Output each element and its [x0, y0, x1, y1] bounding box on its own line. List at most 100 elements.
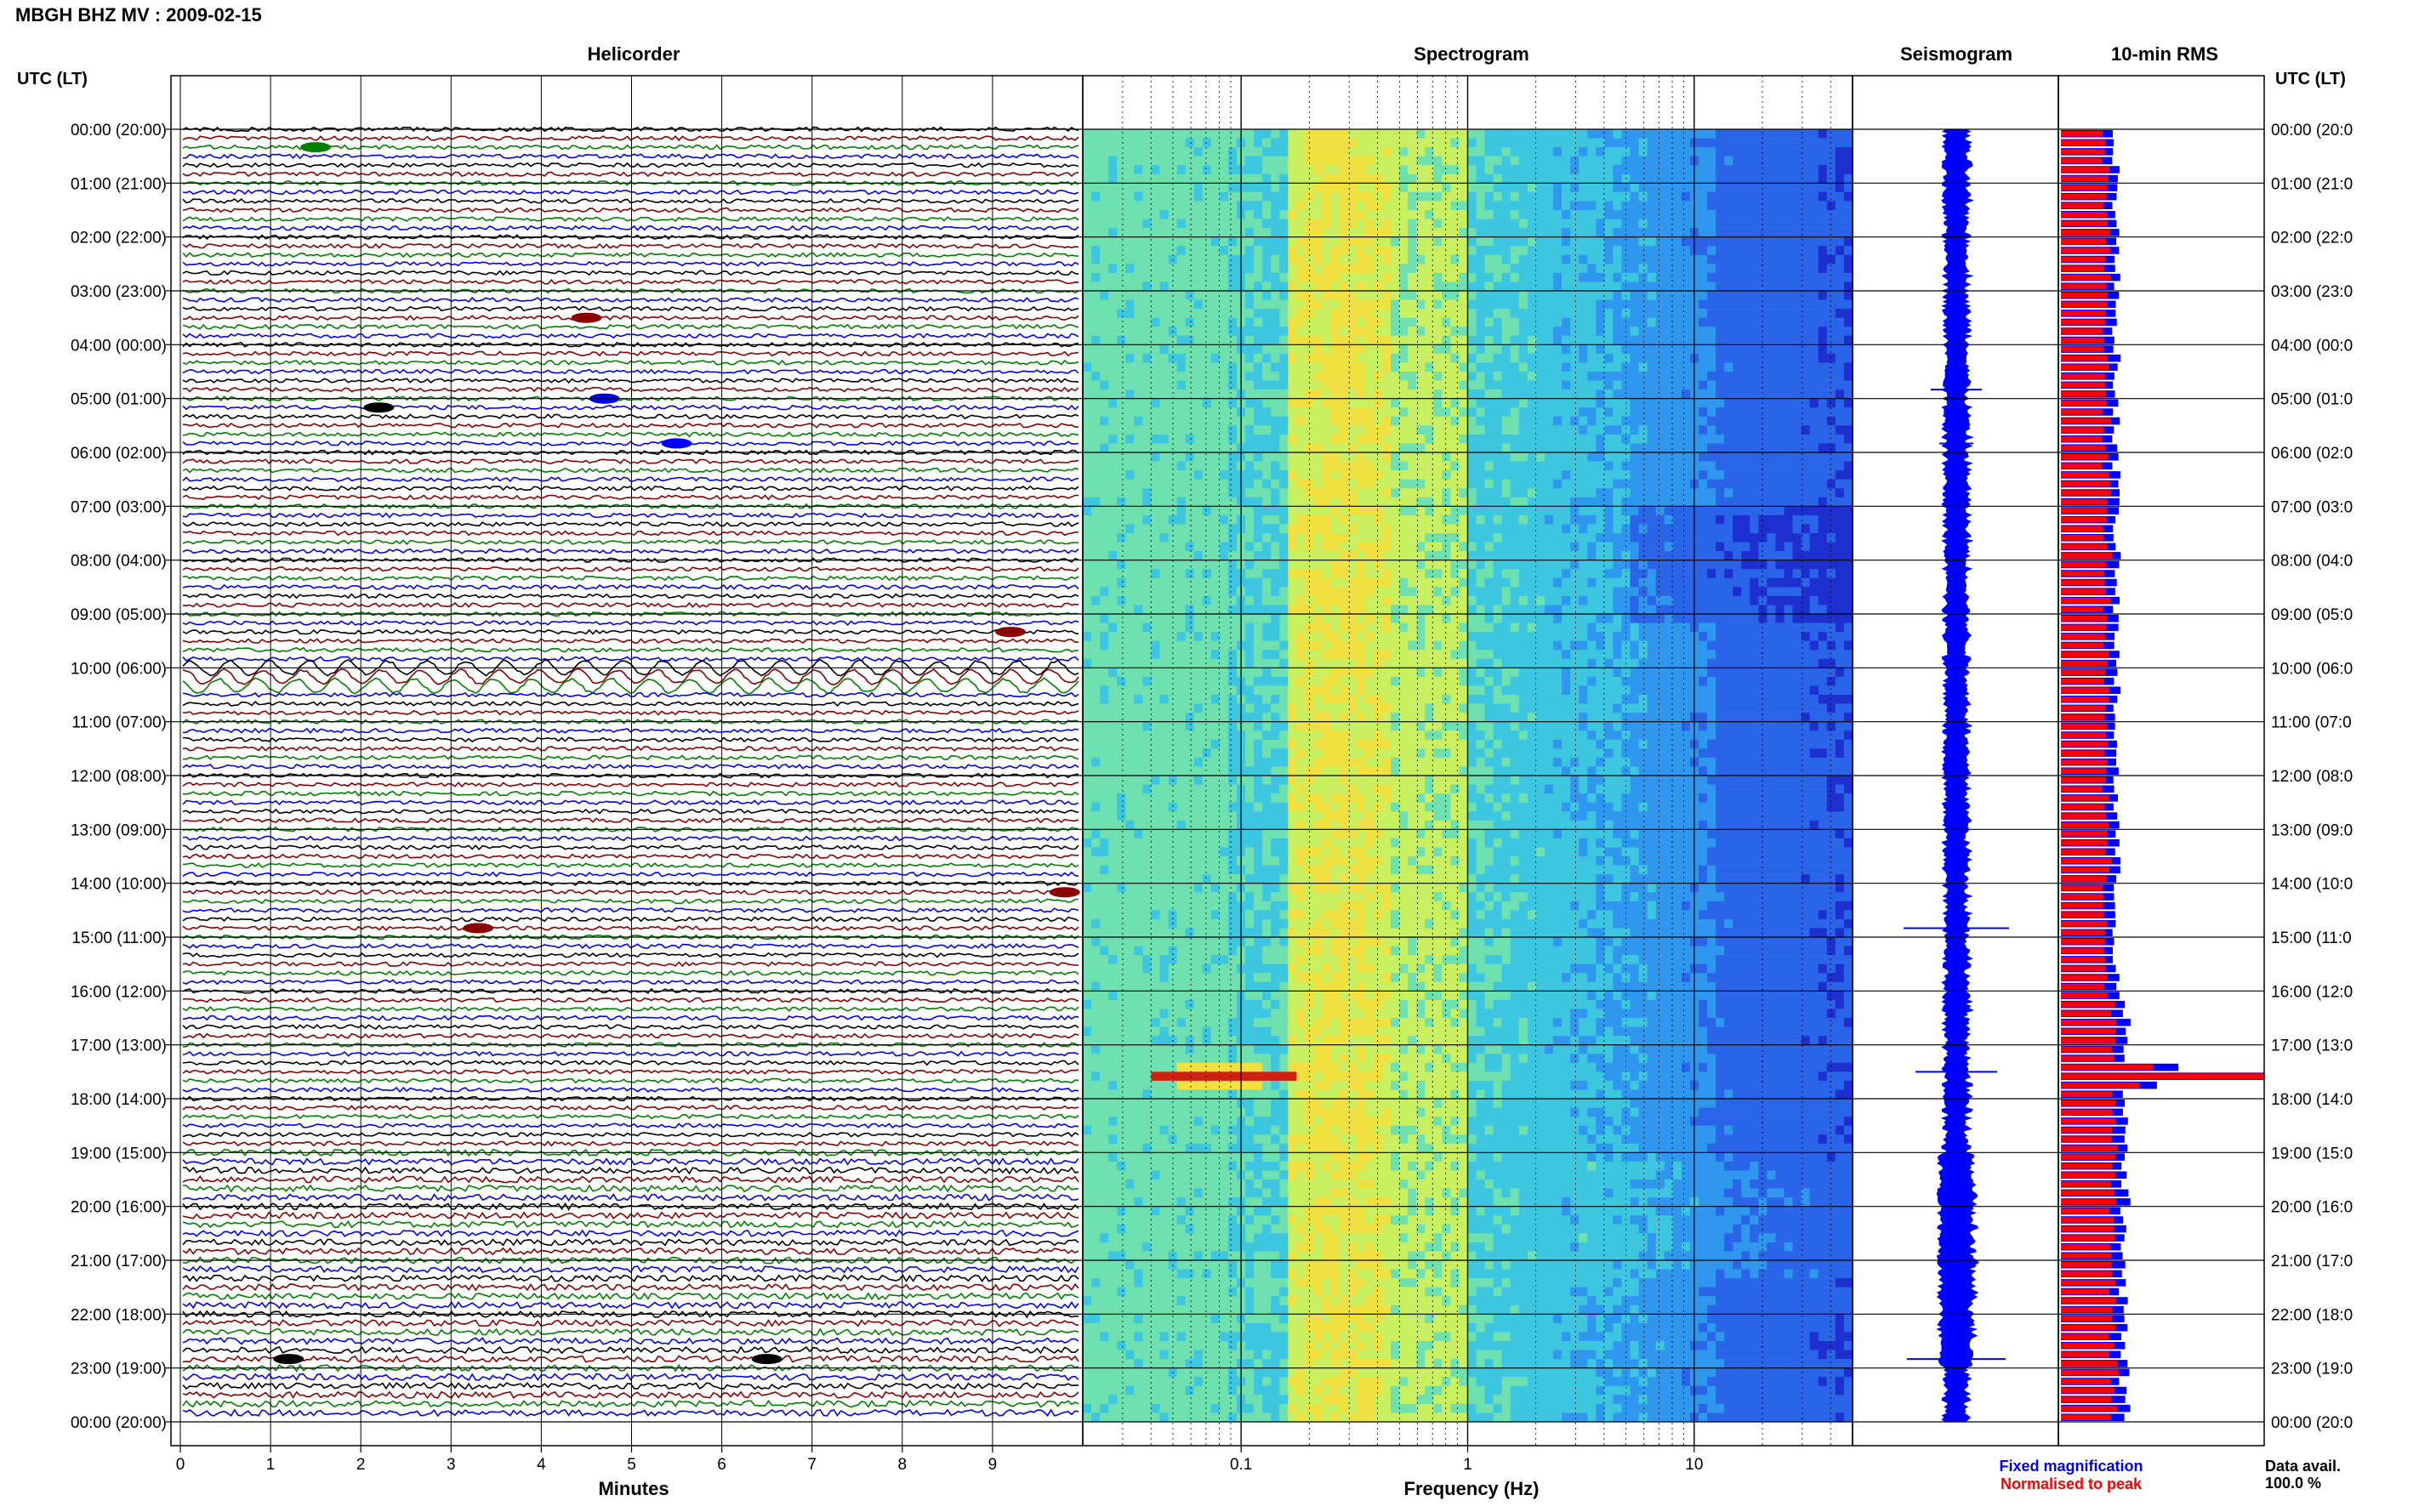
figure-title: MBGH BHZ MV : 2009-02-15: [15, 4, 262, 26]
rms-bar-normalised: [2061, 947, 2104, 954]
helicorder-trace: [182, 566, 1079, 572]
helicorder-x-tick: 3: [447, 1456, 456, 1474]
rms-bar-normalised: [2061, 597, 2110, 604]
helicorder-x-tick: 2: [356, 1456, 366, 1474]
helicorder-title: Helicorder: [588, 43, 680, 65]
rms-bar-normalised: [2061, 1109, 2113, 1116]
helicorder-trace: [182, 1077, 1079, 1084]
rms-bar-normalised: [2061, 283, 2107, 289]
helicorder-trace: [182, 1355, 1079, 1363]
helicorder-trace: [182, 736, 1079, 743]
rms-bar-normalised: [2061, 328, 2103, 334]
left-time-axis-label: UTC (LT): [17, 70, 88, 88]
rms-bar-normalised: [2061, 1145, 2118, 1151]
time-label-right: 03:00 (23:0: [2271, 283, 2353, 301]
rms-bar-normalised: [2061, 382, 2106, 389]
helicorder-trace: [182, 1123, 1079, 1129]
rms-bar-normalised: [2061, 839, 2108, 846]
helicorder-trace: [182, 1381, 1079, 1390]
helicorder-trace: [182, 323, 1079, 330]
rms-bar-normalised: [2061, 435, 2103, 442]
helicorder-trace: [182, 225, 1079, 231]
rms-bar-normalised: [2061, 1217, 2114, 1223]
rms-bar-normalised: [2061, 167, 2110, 173]
rms-bar-normalised: [2061, 1405, 2118, 1412]
helicorder-trace: [182, 1300, 1079, 1310]
rms-bar-normalised: [2061, 831, 2108, 837]
helicorder-trace: [182, 782, 1079, 788]
rms-bar-normalised: [2061, 1280, 2116, 1286]
rms-bar-normalised: [2061, 821, 2109, 828]
rms-bar-normalised: [2061, 508, 2108, 514]
helicorder-trace: [182, 539, 1079, 545]
helicorder-trace: [182, 207, 1079, 213]
time-label-right: 06:00 (02:0: [2271, 445, 2353, 463]
helicorder-trace: [182, 1105, 1079, 1111]
rms-bar-normalised: [2061, 427, 2104, 433]
helicorder-trace: [182, 512, 1079, 519]
helicorder-trace: [182, 961, 1079, 968]
time-label-left: 03:00 (23:00): [71, 283, 167, 301]
rms-bar-normalised: [2061, 1181, 2111, 1187]
helicorder-trace: [182, 404, 1079, 411]
rms-bar-normalised: [2061, 606, 2103, 612]
helicorder-trace: [182, 1184, 1079, 1193]
helicorder-x-tick: 6: [717, 1456, 726, 1474]
helicorder-trace: [182, 677, 1079, 695]
spectrogram-x-tick: 1: [1463, 1456, 1472, 1474]
rms-bar-normalised: [2061, 642, 2103, 649]
helicorder-trace: [182, 638, 1079, 645]
helicorder-trace: [182, 916, 1079, 923]
rms-bar-normalised: [2061, 1190, 2115, 1197]
helicorder-event: [273, 1354, 305, 1365]
spectrogram-x-tick: 0.1: [1230, 1456, 1252, 1474]
rms-bar-normalised: [2061, 1316, 2113, 1322]
rms-bar-normalised: [2061, 1073, 2264, 1079]
helicorder-trace: [182, 494, 1079, 501]
rms-bar-normalised: [2061, 230, 2110, 236]
rms-bar-normalised: [2061, 185, 2108, 190]
helicorder-trace: [182, 431, 1079, 438]
time-label-left: 10:00 (06:00): [71, 660, 167, 678]
helicorder-trace: [182, 1265, 1079, 1274]
rms-bar-normalised: [2061, 1414, 2111, 1420]
helicorder-trace: [182, 808, 1079, 815]
helicorder-trace: [182, 242, 1079, 249]
helicorder-trace: [182, 772, 1079, 779]
rms-bar-normalised: [2061, 1172, 2116, 1178]
rms-bar-normalised: [2061, 1324, 2116, 1331]
rms-bar-normalised: [2061, 1118, 2116, 1124]
helicorder-trace: [182, 1211, 1079, 1220]
helicorder-trace: [182, 602, 1079, 608]
helicorder-trace: [182, 378, 1079, 384]
rms-bar-normalised: [2061, 965, 2106, 972]
helicorder-trace: [182, 135, 1079, 142]
rms-bar-normalised: [2061, 409, 2103, 415]
rms-bar-normalised: [2061, 1351, 2109, 1358]
time-label-left: 18:00 (14:00): [71, 1091, 167, 1109]
rms-bar-normalised: [2061, 894, 2104, 900]
helicorder-x-tick: 0: [176, 1456, 185, 1474]
helicorder-trace: [182, 979, 1079, 986]
time-label-right: 01:00 (21:0: [2271, 175, 2353, 193]
rms-bar-normalised: [2061, 1064, 2154, 1071]
rms-bar-normalised: [2061, 579, 2105, 586]
rms-bar-normalised: [2061, 1127, 2113, 1134]
rms-bar-normalised: [2061, 1253, 2112, 1259]
rms-bar-normalised: [2061, 768, 2107, 774]
rms-bar-normalised: [2061, 678, 2103, 685]
helicorder-trace: [182, 691, 1079, 698]
helicorder-trace: [182, 1408, 1079, 1418]
time-label-right: 22:00 (18:0: [2271, 1306, 2353, 1324]
helicorder-trace: [182, 548, 1079, 554]
rms-bar-normalised: [2061, 1208, 2110, 1214]
rms-bar-normalised: [2061, 463, 2103, 469]
helicorder-trace: [182, 1319, 1079, 1327]
helicorder-trace: [182, 764, 1079, 770]
rms-bar-normalised: [2061, 293, 2108, 298]
helicorder-trace: [182, 898, 1079, 905]
helicorder-x-tick: 7: [807, 1456, 817, 1474]
rms-bar-normalised: [2061, 902, 2103, 909]
helicorder-trace: [182, 628, 1079, 635]
rms-bar-normalised: [2061, 157, 2103, 164]
